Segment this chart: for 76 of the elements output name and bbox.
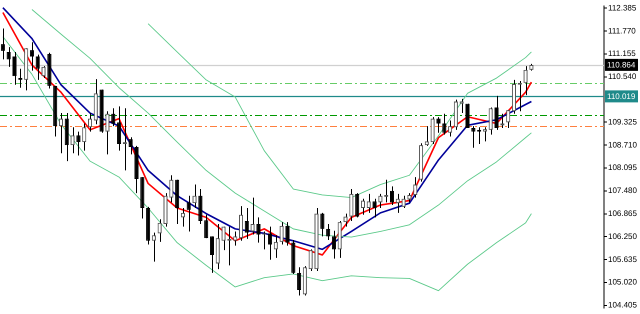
candlestick — [308, 248, 313, 272]
y-tick-label: 110.540 — [608, 72, 637, 82]
ref-line-label: 110.864 — [607, 60, 636, 70]
candlestick — [274, 234, 278, 258]
candlestick — [222, 226, 226, 251]
y-tick-label: 105.020 — [608, 278, 638, 287]
candlestick — [58, 112, 64, 154]
candlestick — [244, 208, 249, 240]
candlestick — [344, 213, 348, 228]
y-tick-label: 108.710 — [608, 140, 638, 150]
candlestick — [238, 206, 244, 242]
candlestick — [488, 106, 493, 136]
y-tick-label: 108.095 — [608, 163, 638, 172]
candlestick — [128, 136, 133, 155]
y-tick-label: 111.770 — [608, 26, 636, 36]
candlestick — [169, 174, 174, 203]
candlestick — [250, 197, 255, 235]
y-tick-label: 106.250 — [608, 232, 638, 241]
candlestick — [192, 184, 197, 209]
candlestick — [0, 28, 5, 60]
y-tick-label: 105.635 — [608, 254, 638, 264]
candlestick — [111, 108, 116, 127]
candlestick — [297, 266, 302, 296]
y-tick-label: 112.385 — [608, 3, 637, 12]
y-tick-label: 106.865 — [608, 208, 638, 218]
candlestick — [436, 116, 441, 134]
candlestick — [402, 195, 406, 209]
candlestick — [407, 192, 412, 203]
candlestick — [70, 126, 75, 154]
candlestick — [198, 188, 202, 225]
candlestick — [82, 122, 86, 152]
candlestick — [285, 222, 290, 246]
candlestick — [360, 198, 366, 216]
candlestick — [280, 222, 284, 246]
candlestick — [413, 176, 418, 198]
candlestick — [448, 120, 452, 138]
candlestick — [210, 236, 214, 274]
candlestick — [204, 214, 208, 239]
candlestick — [180, 208, 185, 228]
candlestick — [117, 106, 122, 152]
candlestick — [524, 66, 528, 96]
candlestick — [326, 224, 330, 241]
y-tick-label: 111.155 — [608, 49, 636, 58]
candlestick — [186, 195, 191, 232]
y-tick-label: 109.325 — [608, 117, 638, 126]
ref-line-label: 110.019 — [607, 92, 636, 102]
candlestick — [366, 193, 371, 214]
candlestick — [36, 54, 40, 80]
candlestick — [12, 51, 17, 86]
candlestick — [30, 42, 34, 72]
candlestick — [349, 188, 354, 222]
candlestick — [152, 232, 156, 262]
candlestick — [430, 116, 435, 144]
candlestick — [355, 192, 360, 218]
candlestick — [506, 110, 510, 128]
candlestick — [216, 224, 220, 270]
candlestick — [42, 66, 46, 79]
candlestick — [390, 186, 394, 206]
candlestick — [320, 212, 324, 237]
candlestick — [494, 95, 499, 130]
candlestick — [332, 230, 336, 260]
candlestick — [396, 193, 400, 214]
candlestick — [256, 216, 260, 244]
y-tick-label: 107.480 — [608, 186, 638, 196]
candlestick — [268, 226, 272, 260]
y-tick-label: 104.405 — [608, 300, 638, 310]
candlestick — [76, 131, 80, 156]
candlestick — [6, 46, 11, 68]
candlestick — [378, 193, 382, 209]
candlestick — [105, 110, 110, 155]
candlestick — [88, 112, 92, 132]
candlestick — [454, 99, 458, 130]
candlestick — [442, 113, 446, 136]
candlestick — [372, 198, 377, 218]
candlestick — [158, 218, 162, 242]
candlestick — [233, 230, 238, 246]
